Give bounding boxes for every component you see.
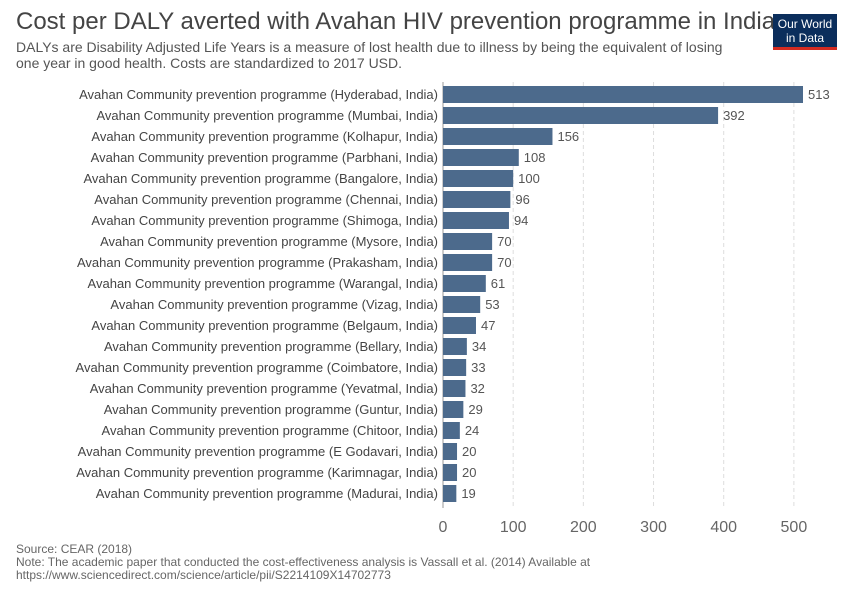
category-label: Avahan Community prevention programme (M… [96,108,438,123]
category-label: Avahan Community prevention programme (B… [104,339,438,354]
category-label: Avahan Community prevention programme (P… [77,255,438,270]
category-label: Avahan Community prevention programme (M… [96,486,438,501]
bar[interactable] [443,170,514,187]
category-label: Avahan Community prevention programme (M… [100,234,438,249]
value-label: 20 [462,444,476,459]
value-label: 100 [518,171,540,186]
category-label: Avahan Community prevention programme (H… [79,87,438,102]
chart-footer: Source: CEAR (2018) Note: The academic p… [16,543,836,582]
bar[interactable] [443,317,476,334]
category-label: Avahan Community prevention programme (P… [91,150,438,165]
logo-line1: Our World [777,17,833,31]
category-label: Avahan Community prevention programme (B… [83,171,438,186]
value-label: 70 [497,234,511,249]
note-url: https://www.sciencedirect.com/science/ar… [16,568,391,582]
value-label: 513 [808,87,830,102]
x-tick-label: 100 [500,519,527,536]
bar[interactable] [443,275,486,292]
category-label: Avahan Community prevention programme (Y… [90,381,438,396]
logo-line2: in Data [785,31,825,45]
bar[interactable] [443,191,511,208]
category-label: Avahan Community prevention programme (B… [91,318,438,333]
bars [443,86,803,502]
chart-title: Cost per DALY averted with Avahan HIV pr… [16,8,776,35]
value-label: 61 [491,276,505,291]
value-label: 33 [471,360,485,375]
value-label: 34 [472,339,486,354]
x-tick-label: 400 [710,519,737,536]
bar[interactable] [443,254,493,271]
category-label: Avahan Community prevention programme (E… [78,444,438,459]
labels: 0 100 200 300 400 500 Avahan Community prevent… [76,87,830,536]
bar[interactable] [443,296,481,313]
note-text: Note: The academic paper that conducted … [16,555,591,569]
category-label: Avahan Community prevention programme (C… [76,360,438,375]
category-label: Avahan Community prevention programme (S… [91,213,438,228]
chart-subtitle: DALYs are Disability Adjusted Life Years… [16,39,723,71]
category-label: Avahan Community prevention programme (V… [110,297,438,312]
value-label: 96 [515,192,529,207]
bar[interactable] [443,443,458,460]
bar[interactable] [443,86,803,103]
bar[interactable] [443,401,464,418]
category-label: Avahan Community prevention programme (C… [94,192,438,207]
value-label: 392 [723,108,745,123]
value-label: 20 [462,465,476,480]
bar[interactable] [443,338,467,355]
bar[interactable] [443,212,509,229]
category-label: Avahan Community prevention programme (C… [102,423,438,438]
category-label: Avahan Community prevention programme (W… [88,276,438,291]
value-label: 156 [557,129,579,144]
bar[interactable] [443,464,458,481]
x-tick-label: 200 [570,519,597,536]
owid-logo[interactable]: Our World in Data [773,14,837,50]
grid-lines [442,82,795,508]
x-tick-label: 500 [781,519,808,536]
value-label: 24 [465,423,479,438]
category-label: Avahan Community prevention programme (K… [91,129,438,144]
bar[interactable] [443,359,467,376]
bar[interactable] [443,380,466,397]
bar[interactable] [443,485,457,502]
bar[interactable] [443,107,719,124]
value-label: 19 [461,486,475,501]
value-label: 108 [524,150,546,165]
value-label: 94 [514,213,528,228]
category-label: Avahan Community prevention programme (K… [76,465,438,480]
x-tick-label: 300 [640,519,667,536]
value-label: 47 [481,318,495,333]
value-label: 29 [468,402,482,417]
bar-chart: 0 100 200 300 400 500 Avahan Community prevent… [76,82,830,536]
bar[interactable] [443,149,519,166]
value-label: 32 [470,381,484,396]
value-label: 53 [485,297,499,312]
source-text: Source: CEAR (2018) [16,542,133,556]
value-label: 70 [497,255,511,270]
bar[interactable] [443,422,460,439]
bar[interactable] [443,128,553,145]
x-tick-label: 0 [439,519,448,536]
category-label: Avahan Community prevention programme (G… [104,402,438,417]
bar[interactable] [443,233,493,250]
